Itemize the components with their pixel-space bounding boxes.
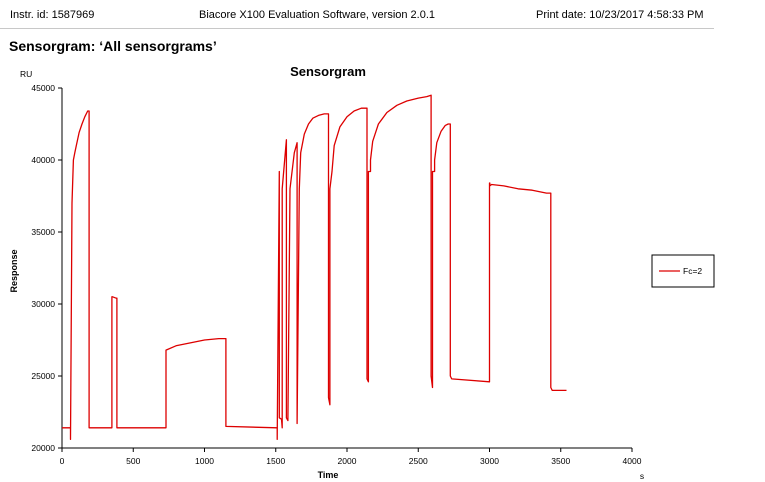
x-tick-label: 1500 <box>266 456 285 466</box>
x-tick-label: 3000 <box>480 456 499 466</box>
software-version: Biacore X100 Evaluation Software, versio… <box>199 9 436 21</box>
x-ticks: 0 500 1000 1500 2000 2500 3000 3500 4000 <box>60 448 642 466</box>
series-line-0 <box>62 94 567 441</box>
y-unit-label: RU <box>20 69 32 79</box>
y-tick-label: 40000 <box>31 155 55 165</box>
x-tick-label: 0 <box>60 456 65 466</box>
x-tick-label: 3500 <box>551 456 570 466</box>
y-tick-label: 20000 <box>31 443 55 453</box>
legend-label: Fc=2 <box>683 266 702 276</box>
legend: Fc=2 <box>651 254 715 288</box>
y-tick-label: 45000 <box>31 83 55 93</box>
instrument-id: Instr. id: 1587969 <box>10 9 95 21</box>
report-title: Sensorgram: ‘All sensorgrams’ <box>9 38 217 54</box>
x-tick-label: 4000 <box>623 456 642 466</box>
y-tick-label: 35000 <box>31 227 55 237</box>
print-date: Print date: 10/23/2017 4:58:33 PM <box>536 9 704 21</box>
y-tick-label: 25000 <box>31 371 55 381</box>
chart-title: Sensorgram <box>290 64 366 79</box>
x-tick-label: 500 <box>126 456 140 466</box>
x-tick-label: 1000 <box>195 456 214 466</box>
x-tick-label: 2000 <box>338 456 357 466</box>
y-ticks: 20000 25000 30000 35000 40000 45000 <box>31 83 62 453</box>
x-unit-label: s <box>640 471 644 481</box>
y-tick-label: 30000 <box>31 299 55 309</box>
y-axis-title: Response <box>9 249 19 292</box>
series-layer <box>62 94 567 441</box>
x-tick-label: 2500 <box>409 456 428 466</box>
x-axis-title: Time <box>318 470 339 480</box>
header-divider <box>0 28 714 29</box>
